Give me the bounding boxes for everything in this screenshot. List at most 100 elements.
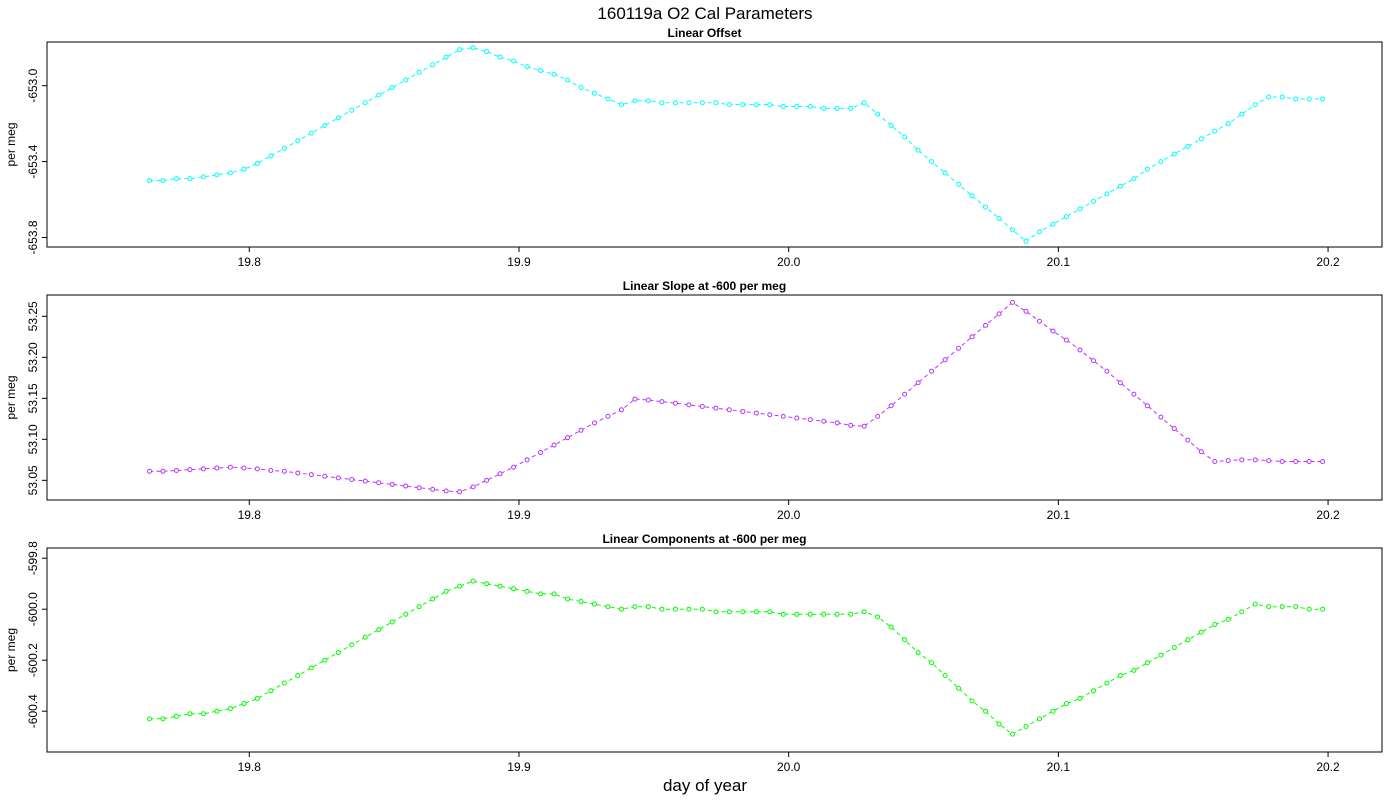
- data-point: [929, 368, 935, 374]
- data-point: [281, 680, 287, 686]
- data-point: [551, 591, 557, 597]
- x-tick-label: 19.8: [238, 760, 262, 774]
- data-point: [726, 102, 732, 108]
- data-point: [1212, 458, 1218, 464]
- data-point: [538, 449, 544, 455]
- data-point: [308, 472, 314, 478]
- data-point: [295, 138, 301, 144]
- data-point: [1104, 368, 1110, 374]
- panel-3: Linear Components at -600 per meg per meg…: [4, 532, 1383, 774]
- y-tick-label: 53.05: [26, 465, 40, 495]
- data-point: [591, 601, 597, 607]
- data-point: [403, 77, 409, 83]
- x-tick-label: 20.2: [1316, 255, 1340, 269]
- data-point: [713, 405, 719, 411]
- data-point: [1144, 166, 1150, 172]
- data-point: [875, 614, 881, 620]
- data-point: [1225, 458, 1231, 464]
- y-axis-label: per meg: [4, 122, 18, 166]
- data-point: [187, 711, 193, 717]
- data-point: [416, 604, 422, 610]
- data-point: [672, 606, 678, 612]
- plot-frame: [46, 294, 1383, 501]
- data-point: [470, 578, 476, 584]
- data-point: [1306, 458, 1312, 464]
- data-point: [1023, 724, 1029, 729]
- data-point: [565, 435, 571, 441]
- data-point: [146, 178, 152, 184]
- data-point: [1252, 102, 1258, 108]
- data-point: [1104, 680, 1110, 686]
- data-point: [1050, 221, 1056, 227]
- data-point: [430, 486, 436, 492]
- data-point: [430, 62, 436, 68]
- panels: Linear Offset per meg 19.8 19.9 20.0 20.1 20.2…: [4, 26, 1383, 774]
- data-point: [1185, 437, 1191, 443]
- data-point: [713, 609, 719, 615]
- data-point: [1063, 337, 1069, 343]
- data-point: [753, 410, 759, 416]
- data-point: [1171, 151, 1177, 157]
- x-tick-label: 19.9: [507, 508, 531, 522]
- data-point: [794, 104, 800, 110]
- y-tick-label: 53.15: [26, 383, 40, 413]
- data-point: [605, 96, 611, 102]
- data-point: [767, 102, 773, 108]
- data-point: [605, 413, 611, 419]
- data-point: [740, 609, 746, 615]
- data-point: [969, 334, 975, 340]
- data-point: [902, 637, 908, 643]
- data-point: [1077, 695, 1083, 701]
- data-point: [362, 478, 368, 484]
- data-point: [740, 408, 746, 414]
- data-point: [1293, 458, 1299, 464]
- data-point: [753, 609, 759, 615]
- data-point: [295, 673, 301, 678]
- data-point: [457, 489, 463, 495]
- y-tick-label: 53.20: [26, 342, 40, 372]
- data-point: [861, 609, 867, 615]
- data-point: [241, 701, 247, 707]
- data-point: [443, 588, 449, 594]
- data-point: [1320, 458, 1326, 464]
- x-tick-label: 19.8: [238, 508, 262, 522]
- data-point: [1225, 616, 1231, 622]
- data-point: [1171, 426, 1177, 432]
- plot-frame: [46, 41, 1383, 248]
- data-point: [497, 471, 503, 477]
- data-point: [902, 134, 908, 140]
- x-tick-label: 20.1: [1047, 508, 1071, 522]
- data-point: [1252, 457, 1258, 463]
- data-point: [214, 465, 220, 471]
- y-tick-label: 53.25: [26, 301, 40, 331]
- data-point: [1036, 716, 1042, 722]
- data-point: [780, 611, 786, 617]
- data-point: [1117, 183, 1123, 189]
- data-point: [457, 47, 463, 53]
- data-point: [538, 67, 544, 73]
- data-point: [645, 98, 651, 104]
- data-point: [524, 457, 530, 463]
- data-point: [1077, 206, 1083, 212]
- data-point: [726, 609, 732, 615]
- data-point: [254, 695, 260, 701]
- data-point: [403, 483, 409, 489]
- data-point: [1306, 606, 1312, 612]
- data-point: [335, 475, 341, 481]
- data-point: [578, 427, 584, 433]
- data-point: [1225, 121, 1231, 127]
- data-point: [578, 85, 584, 91]
- data-point: [349, 642, 355, 648]
- data-point: [484, 477, 490, 483]
- y-tick-label: -653.0: [26, 68, 40, 102]
- data-point: [362, 634, 368, 640]
- data-point: [794, 611, 800, 617]
- data-point: [1306, 96, 1312, 102]
- data-point: [1090, 358, 1096, 364]
- data-point: [376, 480, 382, 486]
- data-point: [362, 100, 368, 106]
- data-point: [403, 611, 409, 617]
- data-point: [497, 54, 503, 60]
- data-point: [1185, 637, 1191, 643]
